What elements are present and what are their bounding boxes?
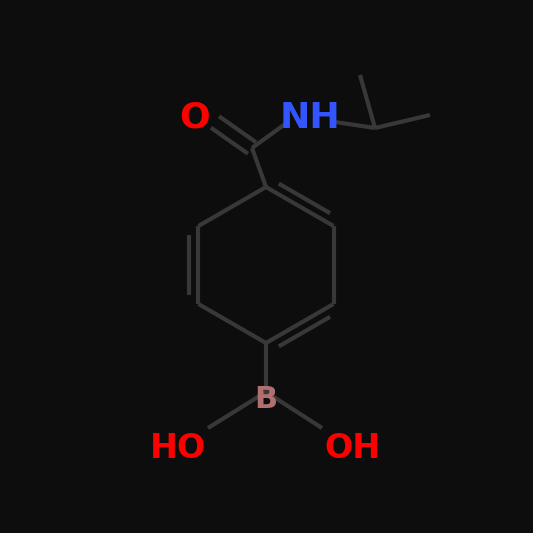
Text: O: O [180, 101, 211, 135]
Text: NH: NH [280, 101, 341, 135]
Text: OH: OH [324, 432, 380, 464]
Text: HO: HO [150, 432, 206, 464]
Text: B: B [254, 385, 278, 415]
